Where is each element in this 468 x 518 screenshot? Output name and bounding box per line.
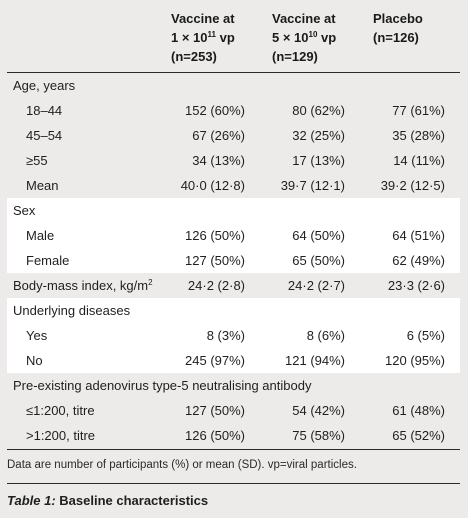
table-caption: Table 1: Baseline characteristics (7, 493, 208, 508)
row-label: Female (26, 253, 70, 268)
caption-title: Baseline characteristics (55, 493, 209, 508)
row-label: ≥55 (26, 153, 48, 168)
col-header-placebo: Placebo (n=126) (373, 9, 423, 47)
cell-value: 75 (58%) (292, 428, 345, 443)
footer-rule (7, 449, 460, 450)
cell-value: 67 (26%) (192, 128, 245, 143)
table-footnote: Data are number of participants (%) or m… (7, 459, 357, 471)
cell-value: 152 (60%) (185, 103, 245, 118)
cell-value: 8 (6%) (306, 328, 345, 343)
table-header: Vaccine at 1 × 1011 vp (n=253) Vaccine a… (0, 0, 468, 72)
cell-value: 64 (50%) (292, 228, 345, 243)
col-header-line: Vaccine at (272, 11, 336, 26)
row-label: ≤1:200, titre (26, 403, 95, 418)
cell-value: 8 (3%) (206, 328, 245, 343)
caption-rule (7, 483, 460, 484)
cell-value: 17 (13%) (292, 153, 345, 168)
table-row: Female 127 (50%) 65 (50%) 62 (49%) (7, 248, 460, 273)
table-row: Yes 8 (3%) 8 (6%) 6 (5%) (7, 323, 460, 348)
caption-label: Table 1: (7, 493, 56, 508)
table-row: Pre-existing adenovirus type-5 neutralis… (7, 373, 460, 398)
table-row: Underlying diseases (7, 298, 460, 323)
row-label: 18–44 (26, 103, 63, 118)
col-header-vaccine-high: Vaccine at 1 × 1011 vp (n=253) (171, 9, 235, 66)
cell-value: 54 (42%) (292, 403, 345, 418)
cell-value: 65 (52%) (392, 428, 445, 443)
cell-value: 80 (62%) (292, 103, 345, 118)
row-label: Mean (26, 178, 59, 193)
col-header-line: 1 × 1011 vp (171, 30, 235, 45)
table-row: No 245 (97%) 121 (94%) 120 (95%) (7, 348, 460, 373)
table-row: Mean 40·0 (12·8) 39·7 (12·1) 39·2 (12·5) (7, 173, 460, 198)
cell-value: 24·2 (2·8) (187, 278, 245, 293)
cell-value: 32 (25%) (292, 128, 345, 143)
row-label: Underlying diseases (13, 303, 131, 318)
row-group: Underlying diseases Yes 8 (3%) 8 (6%) 6 (5%)… (7, 298, 460, 373)
cell-value: 14 (11%) (393, 153, 445, 168)
cell-value: 39·7 (12·1) (280, 178, 345, 193)
col-header-line: Placebo (373, 11, 423, 26)
table-row: 18–44 152 (60%) 80 (62%) 77 (61%) (7, 98, 460, 123)
row-group: Pre-existing adenovirus type-5 neutralis… (7, 373, 460, 448)
cell-value: 127 (50%) (185, 253, 245, 268)
cell-value: 6 (5%) (406, 328, 445, 343)
col-header-line: (n=253) (171, 49, 217, 64)
cell-value: 120 (95%) (385, 353, 445, 368)
row-label: No (26, 353, 43, 368)
row-group: Sex Male 126 (50%) 64 (50%) 64 (51%) Female 12… (7, 198, 460, 273)
table-row: Body-mass index, kg/m2 24·2 (2·8) 24·2 (2·… (7, 273, 460, 298)
cell-value: 40·0 (12·8) (180, 178, 245, 193)
row-label: Yes (26, 328, 48, 343)
col-header-line: Vaccine at (171, 11, 235, 26)
row-group: Body-mass index, kg/m2 24·2 (2·8) 24·2 (2·… (7, 273, 460, 298)
row-group: Age, years 18–44 152 (60%) 80 (62%) 77 (61%)… (7, 73, 460, 198)
cell-value: 34 (13%) (192, 153, 245, 168)
cell-value: 35 (28%) (392, 128, 445, 143)
cell-value: 65 (50%) (292, 253, 345, 268)
row-label: 45–54 (26, 128, 63, 143)
row-label: Age, years (13, 78, 76, 93)
col-header-line: (n=129) (272, 49, 318, 64)
col-header-line: 5 × 1010 vp (272, 30, 337, 45)
cell-value: 64 (51%) (392, 228, 445, 243)
table-row: ≤1:200, titre 127 (50%) 54 (42%) 61 (48%) (7, 398, 460, 423)
cell-value: 126 (50%) (185, 228, 245, 243)
row-label: Male (26, 228, 55, 243)
table-row: Age, years (7, 73, 460, 98)
cell-value: 121 (94%) (285, 353, 345, 368)
cell-value: 24·2 (2·7) (287, 278, 345, 293)
table-row: >1:200, titre 126 (50%) 75 (58%) 65 (52%) (7, 423, 460, 448)
table-row: Sex (7, 198, 460, 223)
col-header-line: (n=126) (373, 30, 419, 45)
row-label: >1:200, titre (26, 428, 96, 443)
cell-value: 61 (48%) (392, 403, 445, 418)
cell-value: 126 (50%) (185, 428, 245, 443)
row-label: Sex (13, 203, 36, 218)
cell-value: 245 (97%) (185, 353, 245, 368)
col-header-vaccine-low: Vaccine at 5 × 1010 vp (n=129) (272, 9, 336, 66)
cell-value: 62 (49%) (392, 253, 445, 268)
header-rule (7, 72, 460, 73)
table-row: Male 126 (50%) 64 (50%) 64 (51%) (7, 223, 460, 248)
row-label: Body-mass index, kg/m2 (13, 278, 153, 293)
row-label: Pre-existing adenovirus type-5 neutralis… (13, 378, 312, 393)
table-row: ≥55 34 (13%) 17 (13%) 14 (11%) (7, 148, 460, 173)
cell-value: 23·3 (2·6) (387, 278, 445, 293)
cell-value: 127 (50%) (185, 403, 245, 418)
table-row: 45–54 67 (26%) 32 (25%) 35 (28%) (7, 123, 460, 148)
cell-value: 39·2 (12·5) (380, 178, 445, 193)
cell-value: 77 (61%) (392, 103, 445, 118)
